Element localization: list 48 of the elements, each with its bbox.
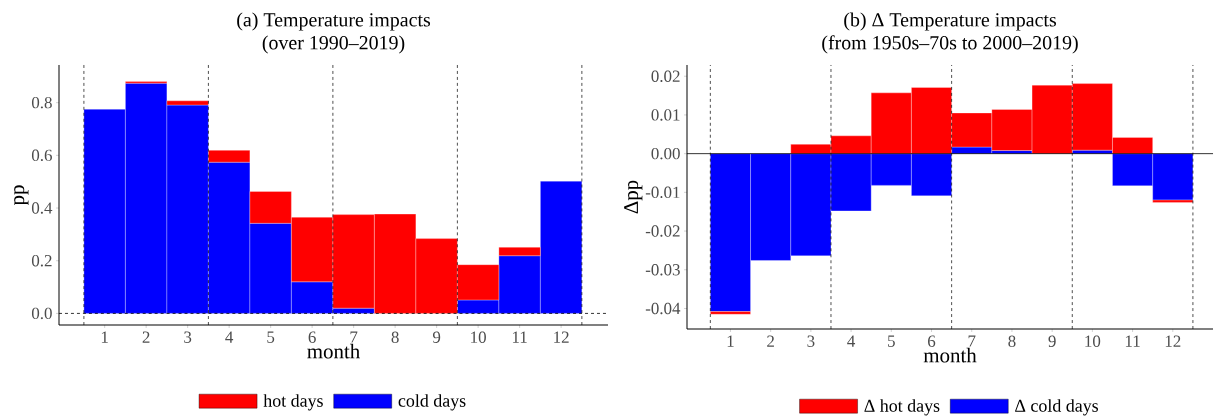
legend-label: hot days — [263, 394, 323, 411]
y-axis-title: pp — [14, 185, 29, 206]
y-tick-label: 0.2 — [31, 254, 52, 267]
x-tick-label: 6 — [928, 335, 936, 347]
x-tick-label: 3 — [807, 335, 815, 347]
x-tick-label: 3 — [184, 331, 192, 343]
x-tick-label: 7 — [968, 335, 976, 347]
x-axis-title: month — [923, 347, 977, 363]
y-tick-label: 0.4 — [31, 202, 53, 214]
chart-subtitle: (over 1990–2019) — [262, 35, 405, 54]
x-tick-label: 11 — [512, 331, 527, 343]
y-tick-label: 0.0 — [31, 307, 52, 320]
x-tick-label: 2 — [767, 335, 774, 347]
x-tick-label: 1 — [101, 331, 108, 343]
x-tick-label: 8 — [391, 331, 399, 343]
y-tick-label: 0.00 — [651, 147, 680, 160]
x-tick-label: 8 — [1008, 335, 1016, 347]
x-tick-label: 9 — [432, 331, 441, 343]
x-tick-label: 4 — [847, 335, 856, 347]
legend-label: Δ hot days — [864, 399, 940, 416]
x-tick-label: 12 — [554, 331, 569, 343]
y-tick-label: 0.6 — [31, 149, 52, 162]
x-tick-label: 11 — [1125, 335, 1140, 347]
x-tick-label: 10 — [471, 331, 486, 343]
chart-title: (a) Temperature impacts — [237, 12, 431, 31]
y-tick-label: -0.03 — [645, 264, 680, 276]
x-tick-label: 7 — [350, 331, 358, 343]
chart-title: (b) Δ Temperature impacts — [844, 12, 1056, 31]
x-tick-label: 4 — [225, 331, 234, 343]
x-tick-label: 2 — [142, 331, 150, 343]
chart-subtitle: (from 1950s–70s to 2000–2019) — [822, 35, 1078, 54]
x-tick-label: 9 — [1048, 335, 1056, 347]
y-tick-label: -0.04 — [645, 302, 681, 315]
x-axis-title: month — [307, 343, 360, 359]
y-tick-label: 0.01 — [651, 109, 680, 121]
x-tick-label: 12 — [1165, 335, 1181, 347]
y-tick-label: -0.02 — [645, 225, 680, 237]
x-tick-label: 10 — [1085, 335, 1101, 347]
x-tick-label: 6 — [308, 331, 316, 343]
x-tick-label: 5 — [267, 331, 275, 343]
x-tick-label: 5 — [888, 335, 895, 347]
x-tick-label: 1 — [727, 335, 734, 347]
y-tick-label: -0.01 — [645, 186, 680, 199]
legend-label: Δ cold days — [1015, 399, 1099, 416]
legend-label: cold days — [398, 394, 466, 411]
y-tick-label: 0.8 — [31, 96, 52, 109]
y-axis-title: Δpp — [624, 180, 643, 214]
y-tick-label: 0.02 — [651, 70, 680, 82]
